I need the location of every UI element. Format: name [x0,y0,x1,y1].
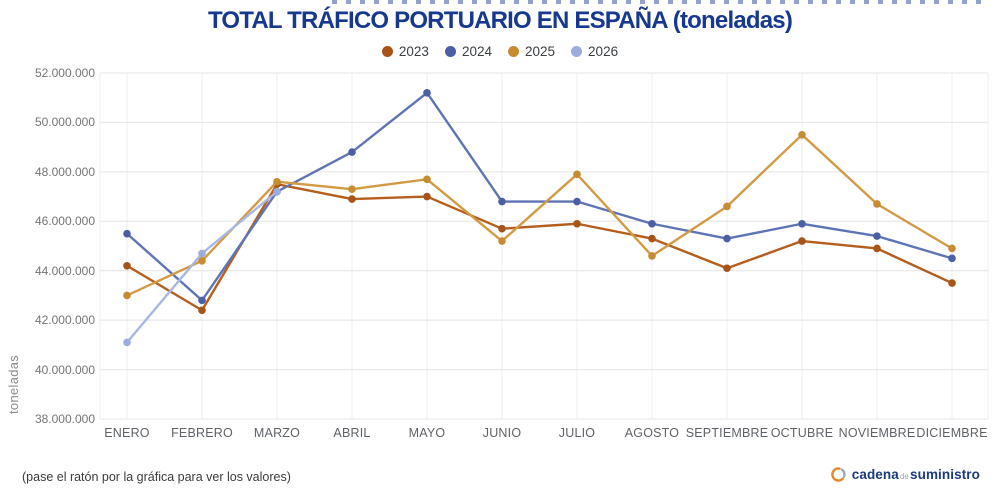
x-axis-tick-label: NOVIEMBRE [838,426,916,440]
data-point-2024[interactable] [873,232,881,240]
y-axis-tick-label: 50.000.000 [34,115,95,130]
data-point-2024[interactable] [723,234,731,243]
line-chart[interactable] [0,0,1000,460]
data-point-2023[interactable] [723,264,731,273]
chart-legend: 2023 2024 2025 2026 [0,44,1000,59]
data-point-2025[interactable] [873,200,881,208]
data-point-2024[interactable] [123,229,131,238]
cropped-headline-artifact [332,0,988,4]
data-point-2025[interactable] [723,202,731,211]
y-axis-tick-label: 38.000.000 [34,412,95,426]
data-point-2024[interactable] [423,88,431,97]
x-axis-tick-label: MARZO [253,426,301,440]
data-point-2023[interactable] [573,219,581,228]
legend-label: 2025 [525,44,556,59]
data-point-2025[interactable] [123,291,131,300]
data-point-2025[interactable] [423,175,431,184]
data-point-2023[interactable] [948,279,956,287]
x-axis-tick-label: DICIEMBRE [916,426,988,440]
x-axis-tick-label: JUNIO [482,426,522,440]
data-point-2023[interactable] [198,306,206,315]
x-axis-tick-label: JULIO [558,426,596,440]
y-axis-tick-label: 52.000.000 [34,66,95,80]
series-line-2024[interactable] [126,91,953,302]
legend-dot-2026 [571,46,583,57]
data-point-2024[interactable] [348,148,356,156]
x-axis-tick-label: ABRIL [333,426,371,440]
data-point-2026[interactable] [198,249,206,258]
logo-text: cadenadesuministro [851,467,980,482]
data-point-2025[interactable] [348,185,356,193]
data-point-2024[interactable] [198,296,206,305]
data-point-2023[interactable] [873,244,881,253]
data-point-2023[interactable] [348,195,356,203]
hover-hint-text: (pase el ratón por la gráfica para ver l… [22,470,291,484]
data-point-2023[interactable] [648,234,656,243]
legend-label: 2023 [398,44,429,59]
series-line-2025[interactable] [126,133,953,297]
y-axis-tick-label: 48.000.000 [34,164,95,179]
legend-dot-2025 [508,46,519,57]
x-axis-tick-label: MAYO [408,426,446,440]
data-point-2025[interactable] [648,252,656,260]
data-point-2026[interactable] [123,338,131,347]
y-axis-tick-label: 44.000.000 [34,263,95,278]
legend-item-2024[interactable]: 2024 [444,44,492,59]
data-point-2023[interactable] [123,261,131,270]
legend-dot-2023 [381,46,393,57]
legend-item-2026[interactable]: 2026 [571,44,618,59]
data-point-2025[interactable] [498,237,506,245]
legend-item-2023[interactable]: 2023 [381,44,429,59]
legend-label: 2026 [588,44,619,59]
data-point-2025[interactable] [198,257,206,265]
legend-dot-2024 [444,46,456,57]
x-axis-tick-label: AGOSTO [624,426,680,440]
data-point-2024[interactable] [798,219,806,228]
y-axis-title: toneladas [6,354,21,414]
chart-title: TOTAL TRÁFICO PORTUARIO EN ESPAÑA (tonel… [207,7,793,34]
data-point-2025[interactable] [273,177,281,186]
data-point-2023[interactable] [498,224,506,233]
x-axis-tick-label: FEBRERO [171,426,233,440]
x-axis-tick-label: SEPTIEMBRE [685,426,769,440]
data-point-2024[interactable] [573,197,581,206]
series-line-2023[interactable] [126,183,953,312]
data-point-2025[interactable] [573,170,581,179]
data-point-2025[interactable] [948,244,956,253]
legend-label: 2024 [461,44,492,59]
y-axis-tick-label: 42.000.000 [34,313,95,328]
y-axis-tick-label: 46.000.000 [34,214,95,229]
x-axis-tick-label: ENERO [104,426,150,440]
data-point-2023[interactable] [798,237,806,245]
y-axis-tick-label: 40.000.000 [34,362,95,377]
data-point-2024[interactable] [948,254,956,263]
data-point-2024[interactable] [648,219,656,228]
data-point-2023[interactable] [423,192,431,201]
data-point-2024[interactable] [498,197,506,206]
data-point-2026[interactable] [273,187,281,196]
x-axis-tick-label: OCTUBRE [770,426,834,440]
site-logo[interactable]: cadenadesuministro [830,466,980,483]
legend-item-2025[interactable]: 2025 [508,44,555,59]
data-point-2025[interactable] [798,130,806,139]
logo-icon [830,466,847,483]
